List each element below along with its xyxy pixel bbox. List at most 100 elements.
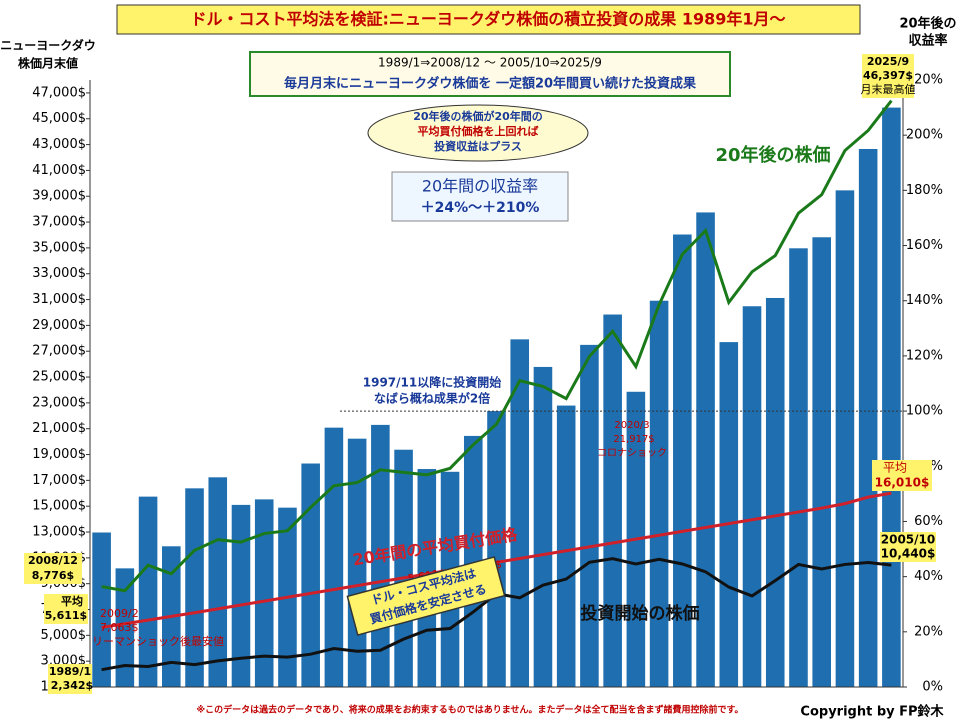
bar <box>882 107 901 687</box>
bar <box>649 300 669 687</box>
y-tick-label: 47,000$ <box>32 85 86 100</box>
y-tick-label: 39,000$ <box>32 189 86 204</box>
bar <box>858 148 878 687</box>
point-label: 月末最高値 <box>861 82 916 96</box>
bar <box>789 248 808 687</box>
bar <box>510 339 530 687</box>
bar <box>208 477 228 687</box>
return-box <box>391 171 569 222</box>
note-text: 2009/2 <box>100 607 139 620</box>
note-text: 投資収益はプラス <box>434 139 522 153</box>
point-label: 2,342$ <box>51 679 93 692</box>
bar <box>673 234 692 687</box>
y-tick-label: 25,000$ <box>32 370 86 385</box>
chart-title: ドル・コスト平均法を検証:ニューヨークダウ株価の積立投資の成果 1989年1月～ <box>191 10 786 29</box>
y2-axis-label: 20年後の <box>899 16 956 32</box>
note-text: コロナショック <box>597 447 667 459</box>
y2-tick-label: 160% <box>906 238 943 253</box>
y-tick-label: 19,000$ <box>32 447 86 462</box>
label-bg <box>24 553 82 584</box>
y-tick-label: 29,000$ <box>32 318 86 333</box>
y-tick-label: 33,000$ <box>32 266 86 281</box>
series-label: 投資開始の株価 <box>581 603 700 624</box>
y-tick-label: 13,000$ <box>32 525 86 540</box>
point-label: 46,397$ <box>863 69 913 82</box>
y2-tick-label: 40% <box>914 569 943 584</box>
bar <box>742 306 762 687</box>
label-bg <box>48 664 92 694</box>
y-tick-label: 21,000$ <box>32 421 86 436</box>
y2-tick-label: 60% <box>914 514 943 529</box>
label-bg <box>862 54 914 98</box>
bar <box>765 297 785 687</box>
subtitle: 1989/1⇒2008/12 ～ 2005/10⇒2025/9 <box>378 56 602 70</box>
y-axis-label: 株価月末値 <box>18 56 78 71</box>
y-tick-label: 5,000$ <box>41 628 87 643</box>
note-text: 1997/11以降に投資開始 <box>363 375 501 390</box>
note-text: 7,063$ <box>100 621 139 634</box>
point-label: 2005/10 <box>881 533 935 547</box>
bar <box>603 314 622 687</box>
subtitle: 毎月月末にニューヨークダウ株価を 一定額20年間買い続けた投資成果 <box>284 76 696 92</box>
y2-tick-label: 220% <box>906 73 943 88</box>
bar <box>812 237 831 687</box>
bar <box>92 532 111 687</box>
footer-note: ※このデータは過去のデータであり、将来の成果をお約束するものではありません。また… <box>196 704 743 716</box>
y-tick-label: 41,000$ <box>32 163 86 178</box>
y2-tick-label: 20% <box>914 624 943 639</box>
point-label: 平均 <box>883 461 907 475</box>
y2-tick-label: 140% <box>906 293 943 308</box>
y-axis-label: ニューヨークダウ <box>0 38 96 53</box>
point-label: 2008/12 <box>28 554 78 567</box>
return-title: 20年間の収益率 <box>422 177 538 196</box>
y2-tick-label: 120% <box>906 348 943 363</box>
note-text: 21,917$ <box>613 434 654 445</box>
y-tick-label: 43,000$ <box>32 137 86 152</box>
series-line <box>101 99 893 593</box>
bar <box>394 449 413 687</box>
series-line <box>101 491 892 629</box>
bar <box>324 427 344 687</box>
note-text: 2020/3 <box>614 420 649 431</box>
point-label: 16,010$ <box>875 476 930 490</box>
note-text: リーマンショック後最安値 <box>92 634 224 648</box>
series-label: 20年後の株価 <box>715 144 830 166</box>
bar <box>254 499 274 687</box>
point-label: 平均 <box>61 594 83 608</box>
y2-tick-label: 200% <box>906 128 943 143</box>
note-text: 平均買付価格を上回れば <box>418 124 539 138</box>
y2-tick-label: 100% <box>906 404 943 419</box>
y2-axis-label: 収益率 <box>908 33 947 49</box>
point-label: 1989/1 <box>49 665 91 678</box>
dca-box <box>346 556 506 636</box>
bar <box>115 568 135 687</box>
bar <box>533 366 553 687</box>
y-tick-label: 31,000$ <box>32 292 86 307</box>
y2-tick-label: 180% <box>906 183 943 198</box>
point-label: 8,776$ <box>32 569 74 582</box>
bar <box>138 496 158 687</box>
point-label: 10,440$ <box>881 547 936 561</box>
bar <box>719 342 739 687</box>
bar <box>696 212 715 687</box>
title-box <box>116 4 861 35</box>
y-tick-label: 45,000$ <box>32 111 86 126</box>
bar <box>580 344 599 687</box>
y-tick-label: 37,000$ <box>32 215 86 230</box>
bar <box>556 405 576 687</box>
copyright: Copyright by FP鈴木 <box>800 704 944 720</box>
note-text: 20年後の株価が20年間の <box>413 109 543 123</box>
bar <box>301 463 320 687</box>
bar <box>487 411 506 687</box>
bar <box>185 488 204 687</box>
y2-tick-label: 0% <box>922 680 943 695</box>
label-bg <box>872 460 932 491</box>
y-tick-label: 23,000$ <box>32 395 86 410</box>
y-tick-label: 35,000$ <box>32 240 86 255</box>
return-range: ＋24%～＋210% <box>421 200 540 216</box>
subtitle-box <box>249 51 731 97</box>
bar <box>835 190 855 687</box>
point-label: 5,611$ <box>45 609 87 622</box>
y-tick-label: 17,000$ <box>32 473 86 488</box>
